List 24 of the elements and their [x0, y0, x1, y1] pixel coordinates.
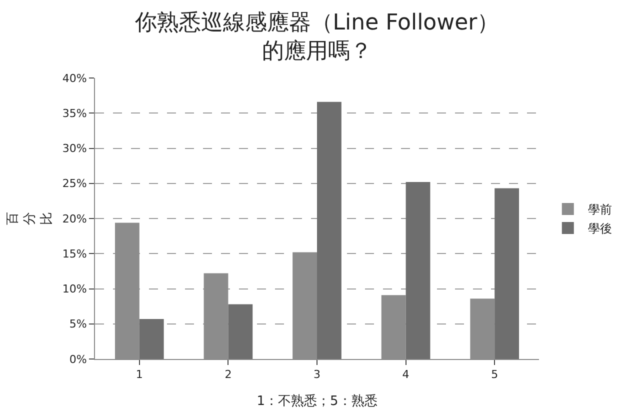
legend-label: 學前 — [588, 202, 612, 217]
x-tick-label: 3 — [314, 368, 320, 382]
y-tick-label: 40% — [62, 72, 87, 85]
x-tick-label: 5 — [491, 368, 498, 382]
bar — [139, 318, 164, 359]
bar — [406, 182, 430, 359]
chart-title: 你熟悉巡線感應器（Line Follower）的應用嗎？ — [134, 10, 500, 64]
legend-label: 學後 — [588, 222, 612, 236]
y-tick-label: 25% — [62, 177, 87, 190]
y-tick-label: 0% — [69, 352, 87, 366]
y-tick-label: 20% — [62, 212, 87, 226]
x-tick-label: 4 — [402, 368, 410, 382]
x-tick-label: 1 — [136, 368, 143, 382]
y-tick-label: 10% — [62, 282, 87, 296]
bar — [317, 102, 342, 359]
bar — [494, 188, 520, 359]
y-axis-title: 百分比 — [5, 212, 54, 225]
bar — [228, 304, 253, 359]
y-tick-label: 5% — [69, 318, 87, 331]
y-tick-label: 15% — [62, 247, 87, 260]
y-tick-label: 35% — [62, 106, 87, 120]
y-tick-label: 30% — [62, 142, 87, 156]
x-axis-title: 1：不熟悉；5：熟悉 — [256, 394, 378, 409]
x-tick-label: 2 — [224, 368, 232, 382]
